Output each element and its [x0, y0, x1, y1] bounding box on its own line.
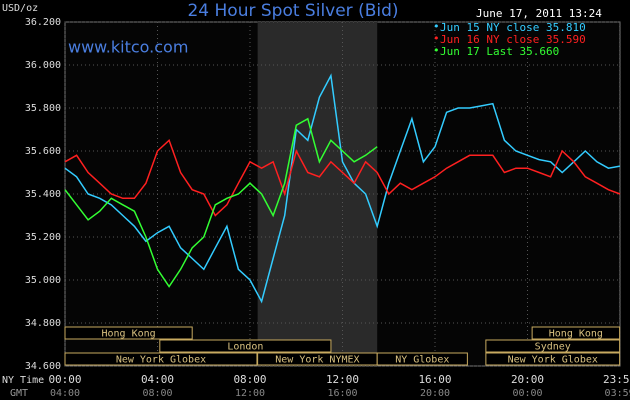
y-tick-label: 36.000: [25, 60, 61, 71]
y-tick-label: 35.600: [25, 146, 61, 157]
y-tick-label: 36.200: [25, 17, 61, 28]
session-label: London: [227, 342, 263, 353]
x2-tick-label: 12:00: [235, 388, 265, 399]
y-tick-label: 35.000: [25, 275, 61, 286]
x-tick-label: 20:00: [511, 373, 544, 386]
legend-entry: Jun 17 Last 35.660: [440, 45, 559, 58]
y-tick-label: 34.600: [25, 361, 61, 372]
y-tick-label: 35.200: [25, 232, 61, 243]
y-tick-label: 35.400: [25, 189, 61, 200]
y-tick-label: 34.800: [25, 318, 61, 329]
legend-marker: •: [433, 44, 440, 57]
x2-tick-label: 04:00: [50, 388, 80, 399]
x-tick-label: 12:00: [326, 373, 359, 386]
x-tick-label: 08:00: [233, 373, 266, 386]
x-tick-label: 16:00: [418, 373, 451, 386]
x2-tick-label: 03:59: [605, 388, 630, 399]
session-bar: [485, 339, 621, 353]
x-tick-label: 23:59: [603, 373, 630, 386]
chart-title: 24 Hour Spot Silver (Bid): [187, 1, 398, 21]
x2-axis-label: GMT: [10, 388, 28, 399]
session-bar: [531, 326, 621, 340]
session-bar: [64, 352, 258, 366]
legend-marker: •: [433, 32, 440, 45]
legend-entry: Jun 15 NY close 35.810: [440, 21, 586, 34]
session-label: New York Globex: [508, 355, 598, 366]
session-label: Sydney: [535, 342, 571, 353]
series-line: [64, 73, 621, 304]
legend-marker: •: [433, 20, 440, 33]
session-label: New York Globex: [116, 355, 206, 366]
y-tick-label: 35.800: [25, 103, 61, 114]
session-bar: [159, 339, 332, 353]
legend-entry: Jun 16 NY close 35.590: [440, 33, 586, 46]
plot-area: [64, 21, 621, 367]
session-bar: [64, 326, 193, 340]
y-axis-label: USD/oz: [2, 3, 38, 14]
timestamp: June 17, 2011 13:24: [476, 7, 602, 20]
x2-tick-label: 20:00: [420, 388, 450, 399]
series-line: [64, 117, 378, 288]
session-label: NY Globex: [395, 355, 449, 366]
session-bar: [485, 352, 621, 366]
x2-tick-label: 00:00: [512, 388, 542, 399]
watermark: www.kitco.com: [68, 38, 188, 57]
x-tick-label: 04:00: [141, 373, 174, 386]
session-label: Hong Kong: [549, 329, 603, 340]
x2-tick-label: 16:00: [327, 388, 357, 399]
x2-tick-label: 08:00: [142, 388, 172, 399]
session-bar: [376, 352, 468, 366]
x-tick-label: 00:00: [48, 373, 81, 386]
series-line: [64, 138, 621, 217]
session-label: Hong Kong: [102, 329, 156, 340]
x-axis-label: NY Time: [2, 375, 44, 386]
session-label: New York NYMEX: [275, 355, 359, 366]
